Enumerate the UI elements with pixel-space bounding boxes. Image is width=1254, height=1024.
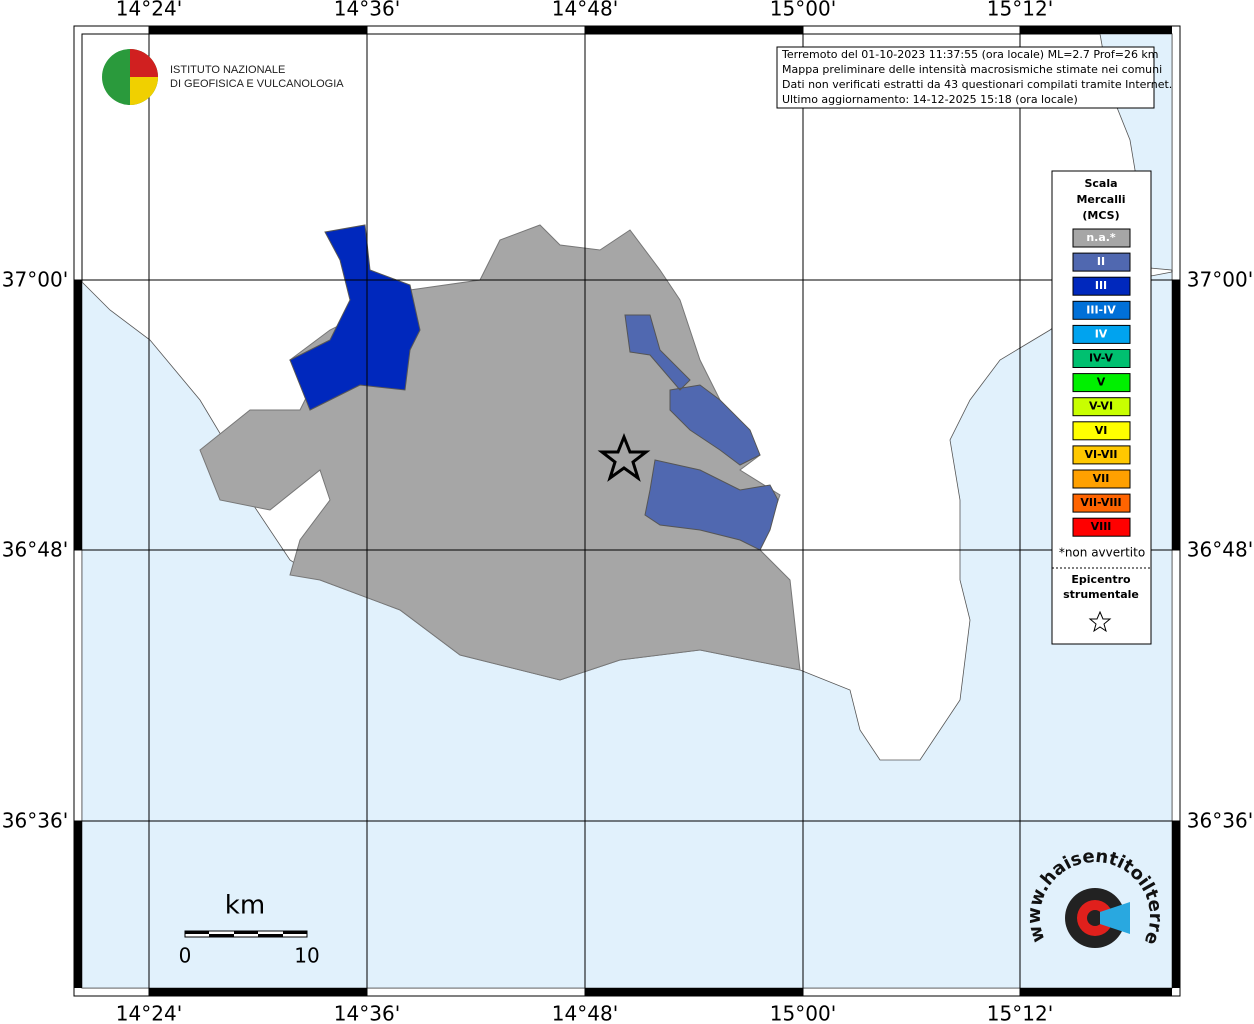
- lon-label: 15°00': [770, 0, 836, 21]
- legend-label: V-VI: [1089, 400, 1113, 413]
- legend-title: (MCS): [1082, 209, 1119, 222]
- institute-name: ISTITUTO NAZIONALE: [170, 64, 285, 76]
- lat-label: 36°36': [2, 809, 68, 833]
- legend-label: VI: [1095, 424, 1108, 437]
- info-box: [776, 46, 1155, 109]
- area-ii: [624, 314, 779, 551]
- legend-swatch: [1072, 397, 1131, 417]
- legend-title: Mercalli: [1076, 193, 1125, 206]
- lon-label: 15°00': [770, 1002, 836, 1024]
- frame-ticks: [74, 26, 1180, 996]
- legend-epicenter: Epicentro: [1071, 573, 1131, 586]
- lat-label: 36°36': [1187, 809, 1253, 833]
- legend-label: IV: [1095, 327, 1108, 340]
- epicenter: [597, 432, 651, 482]
- legend-swatch: [1072, 252, 1131, 272]
- ingv-logo-part: [130, 77, 158, 105]
- legend-label: II: [1097, 255, 1105, 268]
- legend-title: Scala: [1084, 177, 1117, 190]
- site-logo-part: [1100, 902, 1130, 934]
- lon-label: 15°12': [987, 1002, 1053, 1024]
- lon-label: 15°12': [987, 0, 1053, 21]
- legend-swatch: [1072, 324, 1131, 344]
- legend-label: V: [1097, 376, 1106, 389]
- scale-bar: [184, 930, 308, 938]
- legend-star: [1088, 610, 1112, 633]
- lon-label: 14°36': [334, 0, 400, 21]
- legend-epicenter: strumentale: [1063, 588, 1139, 601]
- legend-swatch: [1072, 228, 1131, 248]
- lat-label: 36°48': [2, 538, 68, 562]
- ingv-logo-part: [130, 49, 158, 77]
- lat-label: 37°00': [1187, 268, 1253, 292]
- lat-label: 36°48': [1187, 538, 1253, 562]
- lon-label: 14°36': [334, 1002, 400, 1024]
- scale-unit: km: [225, 891, 265, 921]
- legend-swatch: [1072, 493, 1131, 513]
- legend-swatch: [1072, 469, 1131, 489]
- legend-label: III-IV: [1086, 303, 1116, 316]
- lon-label: 14°24': [116, 0, 182, 21]
- lat-label: 37°00': [2, 268, 68, 292]
- legend-swatch: [1072, 276, 1131, 296]
- legend-swatch: [1072, 421, 1131, 441]
- lon-label: 14°48': [552, 1002, 618, 1024]
- institute-name: DI GEOFISICA E VULCANOLOGIA: [170, 78, 344, 90]
- scale-start: 0: [179, 944, 192, 968]
- scale-end: 10: [294, 944, 319, 968]
- legend-swatch: [1072, 349, 1131, 368]
- lon-label: 14°48': [552, 0, 618, 21]
- info-line: Ultimo aggiornamento: 14-12-2025 15:18 (…: [782, 93, 1078, 106]
- legend-label: VIII: [1091, 520, 1112, 533]
- legend-swatch: [1072, 373, 1131, 393]
- graticule: [74, 26, 1180, 996]
- legend-swatch: [1072, 300, 1131, 320]
- info-line: Dati non verificati estratti da 43 quest…: [782, 78, 1172, 91]
- legend-label: VII-VIII: [1080, 496, 1121, 509]
- legend-label: III: [1095, 279, 1107, 292]
- area-iii: [289, 224, 421, 411]
- site-logo-part: [1087, 910, 1103, 926]
- info-line: Mappa preliminare delle intensità macros…: [782, 63, 1162, 76]
- legend-swatch: [1072, 517, 1131, 537]
- legend-label: VII: [1093, 472, 1110, 485]
- legend-note: *non avvertito: [1059, 546, 1145, 560]
- legend-label: n.a.*: [1086, 231, 1116, 244]
- legend-label: IV-V: [1089, 352, 1114, 365]
- legend-label: VI-VII: [1084, 448, 1117, 461]
- legend-swatch: [1072, 445, 1131, 465]
- lon-label: 14°24': [116, 1002, 182, 1024]
- info-line: Terremoto del 01-10-2023 11:37:55 (ora l…: [781, 48, 1159, 61]
